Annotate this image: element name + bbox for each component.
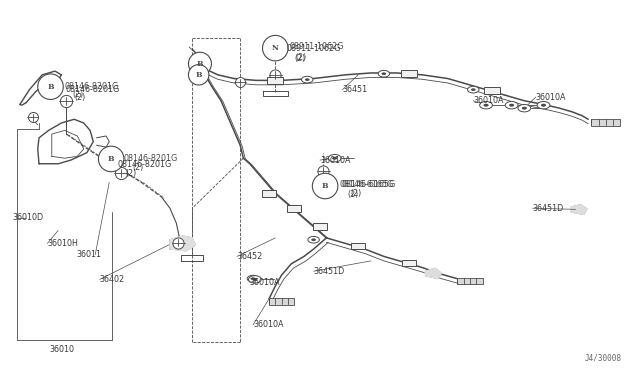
Ellipse shape	[38, 74, 63, 99]
Circle shape	[483, 104, 488, 107]
Ellipse shape	[262, 35, 288, 61]
Circle shape	[522, 107, 527, 110]
Text: 08911-1062G: 08911-1062G	[287, 44, 341, 53]
Circle shape	[537, 102, 550, 109]
Text: 08146-6165G: 08146-6165G	[339, 180, 394, 189]
Circle shape	[479, 102, 492, 109]
Ellipse shape	[188, 65, 209, 85]
Circle shape	[381, 73, 386, 75]
Circle shape	[467, 86, 479, 93]
Text: 36451: 36451	[342, 85, 367, 94]
Circle shape	[251, 277, 255, 280]
Bar	[401, 70, 417, 77]
Circle shape	[541, 104, 546, 107]
Text: 36451D: 36451D	[314, 267, 345, 276]
Text: 36010A: 36010A	[536, 93, 566, 102]
Text: B: B	[195, 71, 202, 79]
Text: (2): (2)	[73, 90, 84, 99]
Bar	[351, 243, 365, 249]
Polygon shape	[426, 268, 442, 279]
Circle shape	[509, 104, 514, 107]
Circle shape	[252, 278, 257, 281]
Bar	[591, 119, 620, 126]
Text: 36402: 36402	[100, 275, 125, 284]
Polygon shape	[571, 205, 587, 215]
Bar	[287, 205, 301, 212]
Text: (2): (2)	[296, 53, 307, 62]
Circle shape	[305, 78, 310, 81]
Bar	[268, 77, 284, 84]
Circle shape	[328, 154, 341, 162]
Text: 08146-8201G: 08146-8201G	[118, 160, 172, 169]
Text: 36011: 36011	[76, 250, 101, 259]
Text: 36010D: 36010D	[12, 213, 44, 222]
Text: 36010A: 36010A	[320, 155, 351, 164]
Text: 08911-1062G: 08911-1062G	[289, 42, 344, 51]
Text: J4/30008: J4/30008	[584, 353, 621, 362]
Circle shape	[332, 157, 337, 160]
Text: B: B	[47, 83, 54, 91]
Text: 36010H: 36010H	[47, 239, 78, 248]
Text: (2): (2)	[132, 163, 143, 171]
Circle shape	[471, 88, 476, 91]
Text: N: N	[272, 44, 279, 52]
Text: 08146-8201G: 08146-8201G	[66, 85, 120, 94]
Bar	[269, 298, 294, 305]
Text: B: B	[108, 155, 115, 163]
Circle shape	[247, 275, 259, 282]
Text: (2): (2)	[74, 93, 85, 102]
Ellipse shape	[312, 173, 338, 199]
Text: B: B	[196, 60, 203, 68]
Circle shape	[311, 238, 316, 241]
Circle shape	[301, 76, 313, 83]
Text: 36010A: 36010A	[250, 278, 280, 287]
Bar	[403, 260, 417, 266]
Text: 36451D: 36451D	[532, 204, 564, 213]
Text: 36010: 36010	[50, 344, 75, 353]
Text: 36452: 36452	[237, 252, 262, 261]
Circle shape	[505, 102, 518, 109]
Polygon shape	[170, 236, 195, 251]
Circle shape	[518, 105, 531, 112]
Circle shape	[378, 70, 390, 77]
Text: 36010A: 36010A	[253, 321, 284, 330]
Text: (2): (2)	[348, 190, 358, 199]
Circle shape	[248, 276, 261, 283]
Bar	[458, 278, 483, 284]
Text: B: B	[322, 182, 328, 190]
Circle shape	[308, 236, 319, 243]
Bar	[262, 190, 276, 197]
Text: 08146-8201G: 08146-8201G	[65, 82, 119, 91]
Text: 08146-6165G: 08146-6165G	[342, 180, 396, 189]
Text: (2): (2)	[126, 169, 137, 177]
Bar	[313, 224, 327, 230]
Text: (2): (2)	[294, 54, 306, 62]
Text: 08146-8201G: 08146-8201G	[124, 154, 178, 163]
Text: 36010A: 36010A	[473, 96, 504, 105]
Text: (2): (2)	[351, 189, 362, 198]
Ellipse shape	[99, 146, 124, 172]
Ellipse shape	[188, 52, 211, 75]
Bar	[484, 87, 500, 94]
